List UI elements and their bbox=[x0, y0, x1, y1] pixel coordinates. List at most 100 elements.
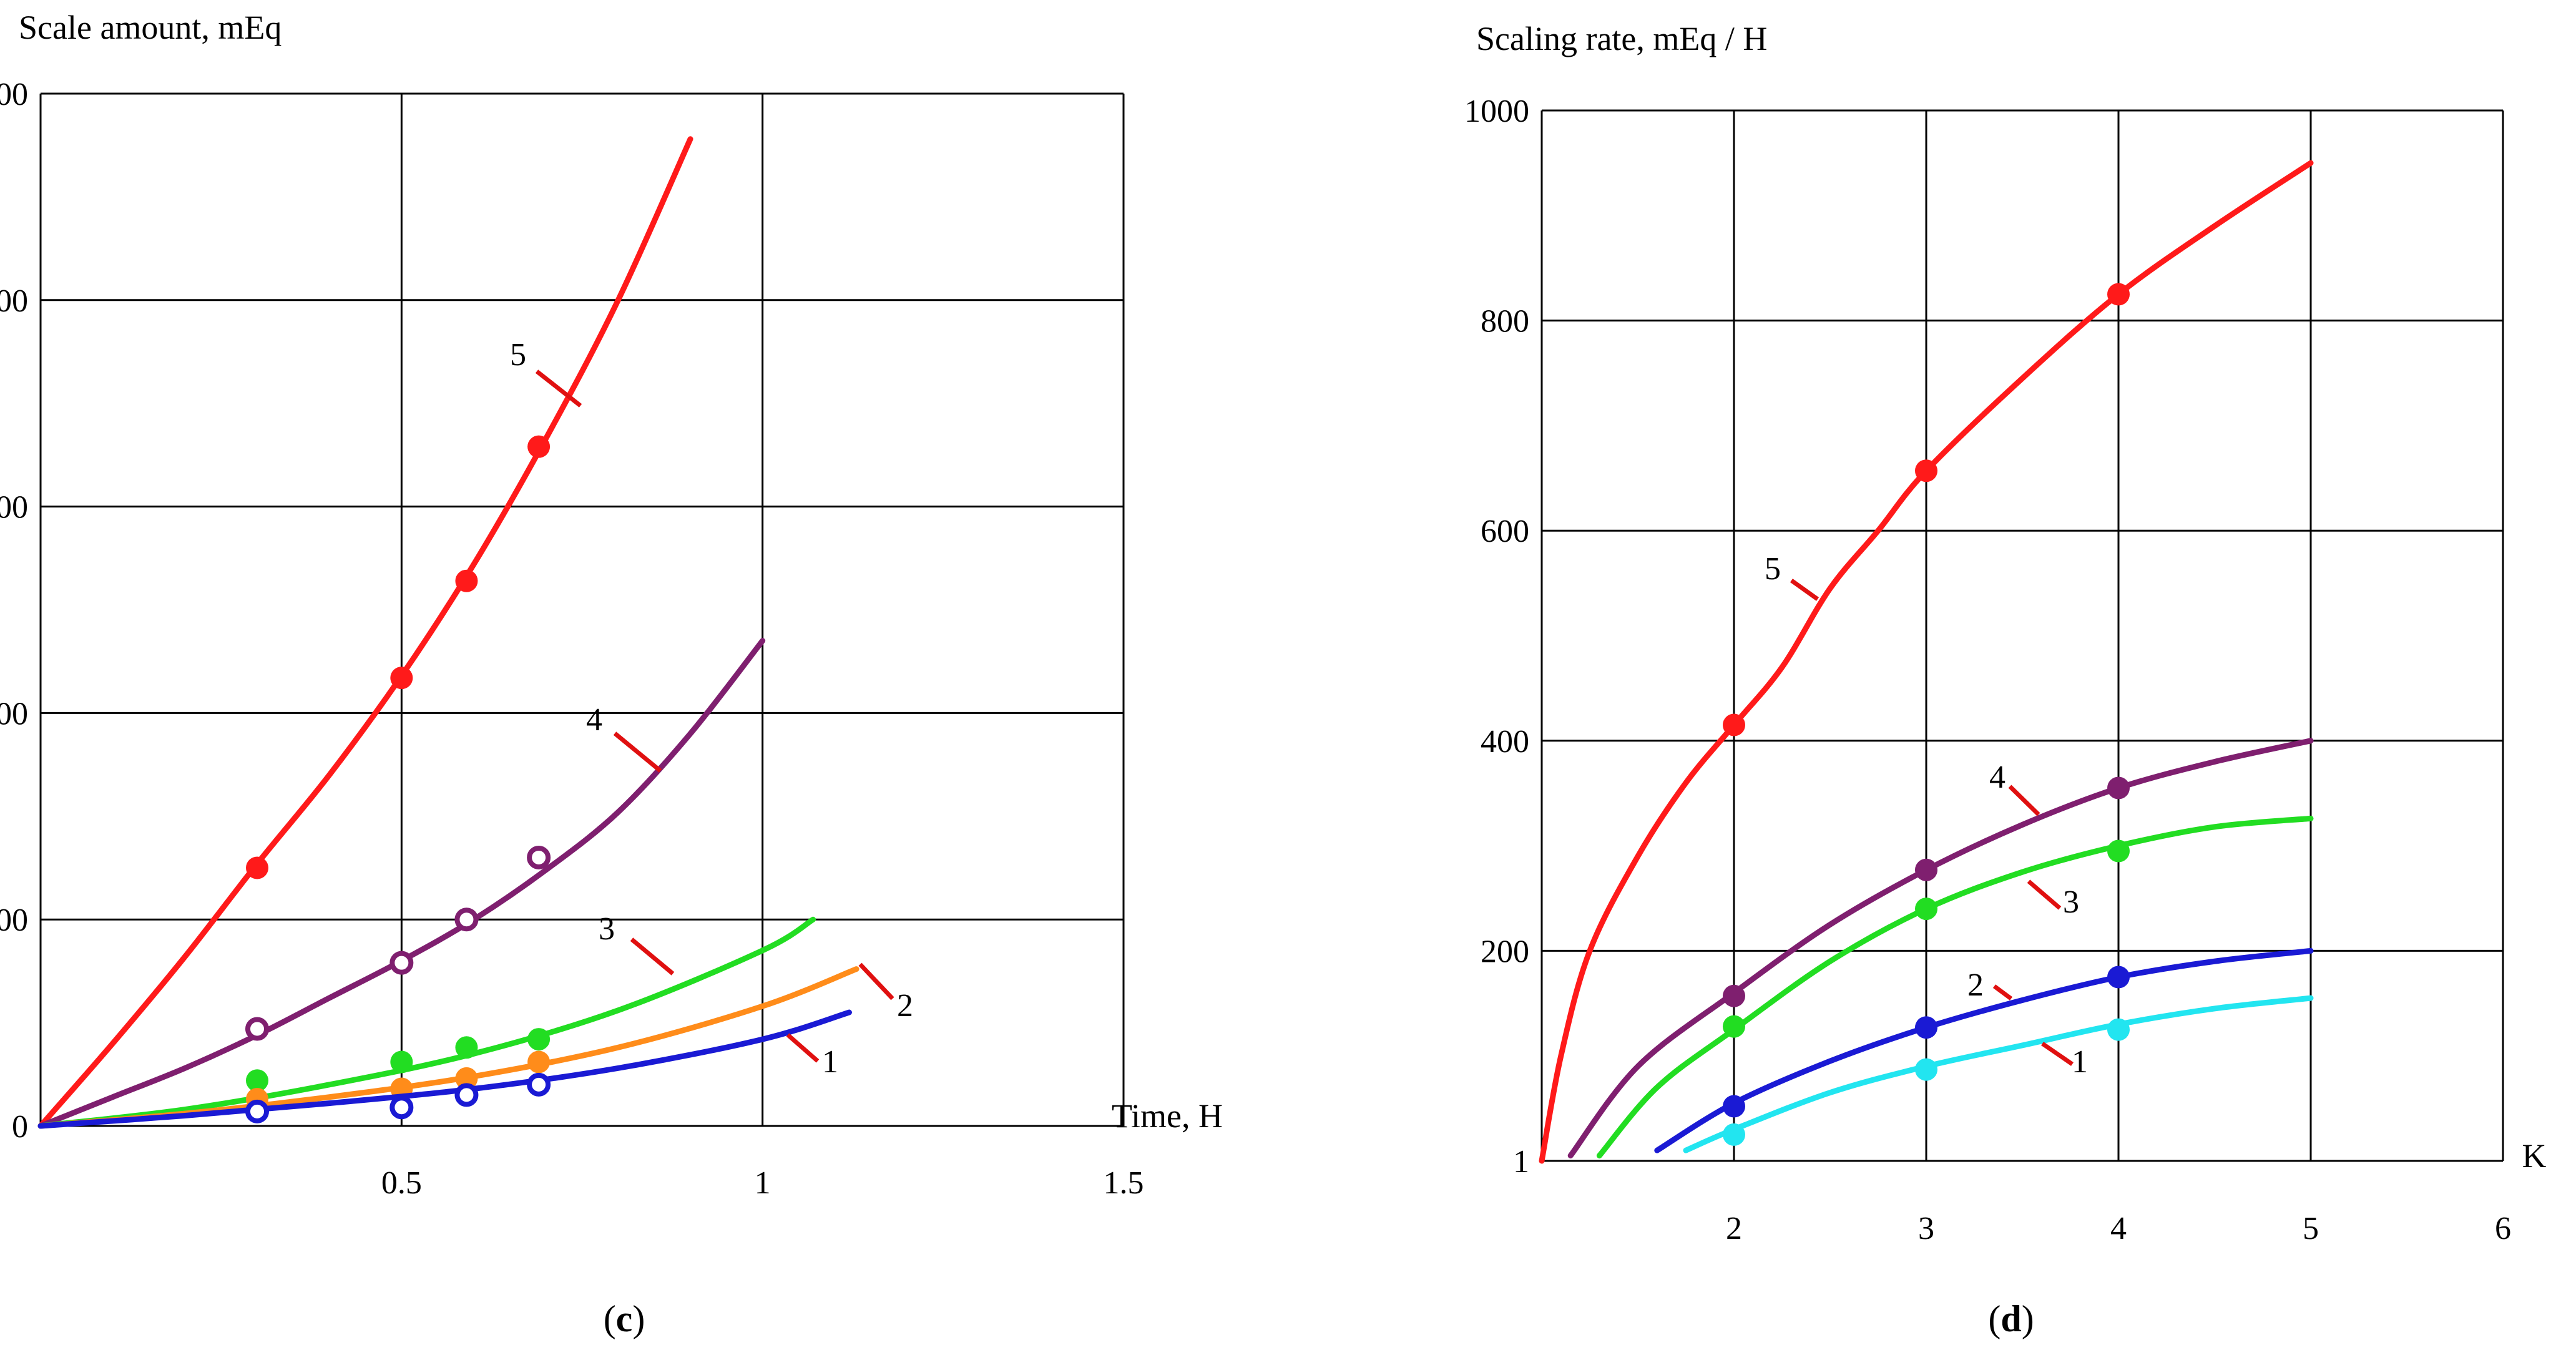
series-label: 1 bbox=[2072, 1044, 2088, 1080]
series-4: 4 bbox=[1567, 738, 2314, 1159]
series-5: 5 bbox=[1539, 160, 2314, 1164]
chart-panel-c: 0.5 1 1.5 0 100 200 300 400 500 Scale amount, mEq… bbox=[0, 9, 1223, 1339]
y-tick-label: 0 bbox=[12, 1109, 28, 1145]
data-point bbox=[2107, 1018, 2130, 1041]
x-tick-label: 1 bbox=[755, 1165, 771, 1201]
y-tick-label: 300 bbox=[0, 490, 28, 526]
panel-label: (d) bbox=[1988, 1298, 2034, 1339]
data-point bbox=[1915, 858, 1937, 881]
y-tick-label: 1000 bbox=[1464, 94, 1529, 129]
data-point bbox=[389, 951, 414, 975]
data-point bbox=[455, 569, 478, 592]
series-line-2 bbox=[1654, 947, 2314, 1153]
data-point bbox=[1723, 713, 1745, 736]
series-label-leader bbox=[535, 369, 582, 408]
series-label-leader bbox=[858, 962, 894, 1000]
series-label-leader bbox=[613, 731, 662, 773]
panel-paren-close: ) bbox=[632, 1298, 645, 1339]
y-tick-label: 400 bbox=[1481, 724, 1529, 760]
x-tick-label: 3 bbox=[1918, 1211, 1934, 1246]
data-point bbox=[527, 845, 551, 869]
data-point bbox=[1915, 898, 1937, 921]
series-label: 1 bbox=[822, 1044, 838, 1080]
x-axis-label: K bbox=[2522, 1137, 2547, 1175]
x-tick-label: 2 bbox=[1726, 1211, 1742, 1246]
series-label-leader bbox=[786, 1033, 820, 1063]
y-tick-label: 800 bbox=[1481, 304, 1529, 340]
series-line-1 bbox=[1683, 995, 2314, 1153]
x-tick-label: 4 bbox=[2110, 1211, 2127, 1246]
y-tick-label: 1 bbox=[1513, 1144, 1529, 1180]
series-label-leader bbox=[1790, 579, 1819, 601]
y-tick-label: 400 bbox=[0, 283, 28, 319]
x-axis-label: Time, H bbox=[1112, 1097, 1223, 1135]
data-point bbox=[390, 667, 413, 690]
grid bbox=[1542, 109, 2504, 1161]
series-3: 3 bbox=[37, 911, 816, 1129]
data-point bbox=[455, 1036, 478, 1059]
series-2: 2 bbox=[1654, 947, 2314, 1153]
series-line-3 bbox=[37, 916, 816, 1129]
data-point bbox=[390, 1050, 413, 1074]
chart-panel-d: 2 3 4 5 6 1 200 400 600 800 1000 Scaling rate, mEq … bbox=[1464, 20, 2547, 1339]
series-label-leader bbox=[1992, 984, 2013, 1000]
data-point bbox=[245, 1099, 269, 1123]
data-point bbox=[246, 1069, 268, 1092]
data-point bbox=[1915, 1058, 1937, 1081]
data-point bbox=[2107, 776, 2130, 800]
series-1: 1 bbox=[1683, 995, 2314, 1153]
data-point bbox=[1723, 984, 1745, 1007]
data-point bbox=[245, 1017, 269, 1041]
series-line-3 bbox=[1596, 815, 2314, 1159]
data-point bbox=[1723, 1123, 1745, 1146]
data-point bbox=[1915, 459, 1937, 482]
data-point bbox=[454, 907, 479, 932]
data-point bbox=[527, 1028, 551, 1051]
y-tick-label: 100 bbox=[0, 903, 28, 938]
series-label-leader bbox=[2027, 879, 2062, 910]
data-point bbox=[527, 1050, 551, 1074]
x-tick-label: 6 bbox=[2495, 1211, 2511, 1246]
series-5: 5 bbox=[37, 136, 693, 1129]
data-point bbox=[1723, 1095, 1745, 1118]
y-tick-label: 200 bbox=[1481, 934, 1529, 969]
series-line-1 bbox=[37, 1009, 852, 1129]
series-4: 4 bbox=[37, 638, 766, 1129]
series-label: 2 bbox=[897, 988, 913, 1024]
data-point bbox=[1723, 1015, 1745, 1038]
y-axis-label: Scaling rate, mEq / H bbox=[1476, 20, 1767, 57]
y-tick-label: 200 bbox=[0, 696, 28, 731]
series-label: 5 bbox=[1765, 551, 1781, 587]
series-line-4 bbox=[1567, 738, 2314, 1159]
grid bbox=[41, 92, 1125, 1126]
panel-paren-open: ( bbox=[1988, 1298, 2001, 1339]
data-point bbox=[2107, 839, 2130, 863]
x-tick-label: 1.5 bbox=[1104, 1165, 1144, 1201]
panel-paren-open: ( bbox=[604, 1298, 616, 1339]
series-3: 3 bbox=[1596, 815, 2314, 1159]
series-label: 4 bbox=[1989, 760, 2005, 795]
series-label-leader bbox=[2041, 1042, 2074, 1066]
series-label: 4 bbox=[586, 702, 602, 738]
series-label-leader bbox=[630, 937, 675, 976]
series-line-5 bbox=[37, 136, 693, 1129]
y-tick-label: 500 bbox=[0, 77, 28, 112]
series-label: 3 bbox=[599, 911, 615, 947]
x-tick-label: 5 bbox=[2303, 1211, 2319, 1246]
y-tick-label: 600 bbox=[1481, 514, 1529, 549]
y-axis-label: Scale amount, mEq bbox=[19, 9, 282, 46]
series-1: 1 bbox=[37, 1009, 852, 1129]
panel-letter: d bbox=[2001, 1298, 2021, 1339]
data-point bbox=[454, 1083, 479, 1107]
panel-letter: c bbox=[616, 1298, 633, 1339]
data-point bbox=[389, 1095, 414, 1120]
data-point bbox=[246, 856, 268, 879]
data-point bbox=[2107, 966, 2130, 989]
series-label: 3 bbox=[2063, 884, 2079, 920]
data-point bbox=[527, 435, 551, 458]
data-point bbox=[455, 1067, 478, 1090]
data-point bbox=[527, 1072, 551, 1097]
x-tick-label: 0.5 bbox=[381, 1165, 422, 1201]
series-label-leader bbox=[2008, 785, 2040, 816]
